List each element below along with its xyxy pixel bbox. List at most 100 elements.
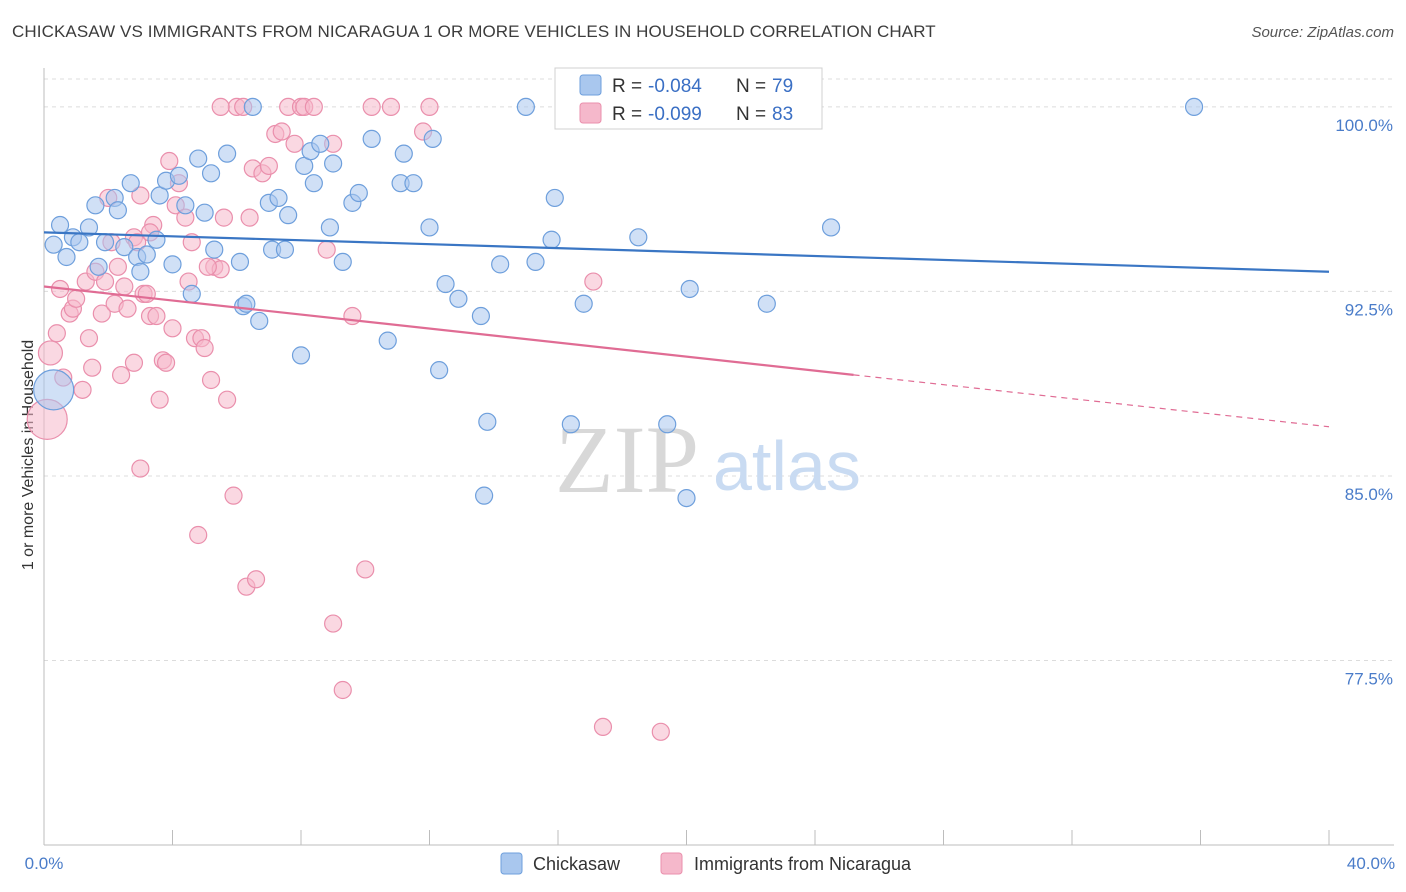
nicaragua-point <box>272 122 291 141</box>
x-tick-label-min: 0.0% <box>25 854 64 873</box>
chickasaw-point <box>394 144 413 163</box>
nicaragua-point <box>47 324 66 343</box>
nicaragua-point <box>198 257 217 276</box>
x-axis-ticks <box>43 830 1330 845</box>
chickasaw-point <box>320 218 340 237</box>
nicaragua-point <box>108 257 127 276</box>
chickasaw-point <box>333 252 352 272</box>
chart-title: CHICKASAW VS IMMIGRANTS FROM NICARAGUA 1… <box>12 22 936 41</box>
nicaragua-point <box>356 560 375 579</box>
chickasaw-point <box>378 331 397 350</box>
nicaragua-point <box>214 208 233 227</box>
nicaragua-point <box>115 277 134 296</box>
chickasaw-point <box>291 346 311 365</box>
bottom-legend-nicaragua: Immigrants from Nicaragua <box>694 854 912 874</box>
chickasaw-point <box>561 415 580 434</box>
chickasaw-point <box>163 255 182 274</box>
bottom-legend-swatch-chickasaw <box>500 852 523 875</box>
nicaragua-point <box>259 156 278 176</box>
legend-n-label-2: N = <box>736 104 766 125</box>
nicaragua-point <box>224 486 243 505</box>
legend-r-value-1: -0.084 <box>648 76 702 97</box>
legend-n-value-1: 79 <box>772 76 793 97</box>
chickasaw-point <box>147 230 166 249</box>
nicaragua-trend-dashed <box>853 374 1330 428</box>
chickasaw-point <box>491 255 510 274</box>
chickasaw-point <box>471 306 490 326</box>
chickasaw-point <box>243 97 262 117</box>
chickasaw-point <box>574 294 593 313</box>
bottom-legend-swatch-nicaragua <box>660 852 683 875</box>
nicaragua-point <box>118 299 137 318</box>
stats-legend: R = -0.084 N = 79 R = -0.099 N = 83 <box>554 67 823 130</box>
nicaragua-point <box>420 97 439 117</box>
nicaragua-point <box>124 353 144 372</box>
chickasaw-trend-solid <box>43 231 1330 273</box>
bottom-legend-chickasaw: Chickasaw <box>533 854 621 874</box>
chickasaw-point <box>516 97 535 117</box>
nicaragua-point <box>593 717 613 737</box>
nicaragua-point <box>240 208 259 227</box>
nicaragua-point <box>324 614 343 633</box>
nicaragua-point <box>304 97 323 117</box>
chickasaw-point <box>57 247 76 267</box>
chickasaw-point <box>404 174 423 193</box>
chickasaw-point <box>182 284 201 303</box>
nicaragua-point <box>131 186 150 205</box>
nicaragua-point <box>343 306 362 326</box>
chickasaw-point <box>436 274 455 294</box>
nicaragua-point <box>651 722 670 741</box>
chickasaw-point <box>677 488 696 508</box>
nicaragua-point <box>111 365 131 385</box>
source-credit: Source: ZipAtlas.com <box>1251 24 1394 41</box>
nicaragua-point <box>381 97 401 117</box>
nicaragua-trend-solid <box>43 285 854 376</box>
chickasaw-point <box>176 196 195 215</box>
legend-r-label-1: R = <box>612 76 642 97</box>
nicaragua-point <box>211 97 230 117</box>
legend-n-value-2: 83 <box>772 104 793 125</box>
chickasaw-point <box>680 279 699 299</box>
nicaragua-point <box>67 289 86 308</box>
chickasaw-point <box>33 369 75 411</box>
chickasaw-point <box>205 240 224 259</box>
chickasaw-point <box>269 188 288 208</box>
chickasaw-point <box>542 230 561 249</box>
x-tick-label-max: 40.0% <box>1347 854 1395 873</box>
chickasaw-point <box>44 235 63 254</box>
chickasaw-point <box>658 415 677 434</box>
chickasaw-point <box>324 154 343 173</box>
chickasaw-point <box>189 149 208 168</box>
chickasaw-point <box>629 228 648 247</box>
y-axis-title: 1 or more Vehicles in Household <box>20 340 37 570</box>
series-nicaragua-points <box>26 97 670 741</box>
legend-swatch-blue <box>579 74 602 96</box>
chickasaw-point <box>250 311 269 331</box>
chickasaw-point <box>195 203 214 222</box>
nicaragua-point <box>584 272 603 291</box>
series-chickasaw-points <box>33 97 1204 508</box>
chickasaw-point <box>108 201 127 220</box>
nicaragua-point <box>333 680 352 700</box>
chickasaw-point <box>275 240 295 259</box>
nicaragua-point <box>246 570 266 589</box>
nicaragua-point <box>195 338 214 358</box>
y-tick-labels: 77.5% 85.0% 92.5% 100.0% <box>1335 116 1393 689</box>
nicaragua-point <box>285 134 304 153</box>
chickasaw-point <box>311 134 330 153</box>
chickasaw-point <box>526 252 545 272</box>
nicaragua-point <box>73 380 92 399</box>
nicaragua-point <box>156 353 176 372</box>
nicaragua-point <box>163 319 182 338</box>
chickasaw-point <box>475 486 494 505</box>
nicaragua-point <box>218 390 237 409</box>
legend-swatch-pink <box>579 102 602 124</box>
trend-lines <box>43 231 1330 428</box>
chickasaw-point <box>121 174 140 193</box>
chickasaw-point <box>86 196 105 215</box>
legend-n-label-1: N = <box>736 76 766 97</box>
chickasaw-point <box>137 245 156 264</box>
nicaragua-point <box>79 329 99 348</box>
chickasaw-point <box>478 412 497 431</box>
nicaragua-point <box>37 340 64 366</box>
